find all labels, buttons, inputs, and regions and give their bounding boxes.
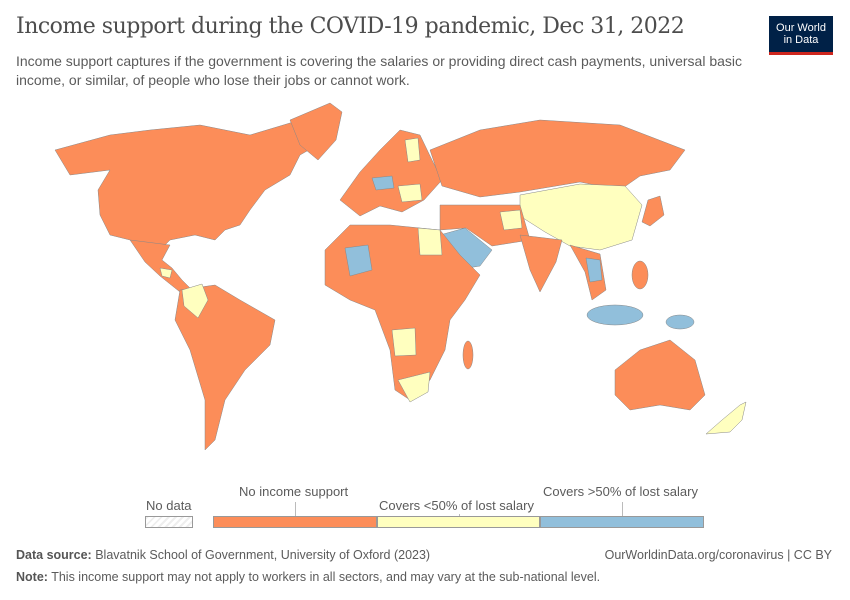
note-text: This income support may not apply to wor…	[51, 570, 601, 584]
region-indonesia[interactable]	[586, 304, 644, 326]
legend-no-data-label: No data	[146, 498, 192, 513]
region-china[interactable]	[519, 183, 643, 251]
region-afghanistan[interactable]	[499, 209, 523, 231]
footnote: Note: This income support may not apply …	[16, 570, 600, 584]
region-central-america[interactable]	[129, 239, 193, 293]
logo-line2: in Data	[783, 34, 819, 46]
region-central-europe[interactable]	[371, 175, 395, 191]
region-russia-asia[interactable]	[429, 119, 686, 198]
source-url-link[interactable]: OurWorldinData.org/coronavirus | CC BY	[604, 548, 832, 562]
region-australia[interactable]	[614, 339, 706, 411]
region-mali[interactable]	[344, 244, 373, 277]
region-south-america[interactable]	[174, 284, 276, 451]
region-egypt[interactable]	[417, 227, 443, 256]
legend-no-data-swatch[interactable]	[145, 516, 193, 528]
legend-swatch-no-support[interactable]	[213, 516, 377, 528]
region-southeast-asia[interactable]	[569, 244, 607, 301]
chart-subtitle: Income support captures if the governmen…	[16, 53, 743, 88]
region-new-zealand[interactable]	[705, 401, 747, 435]
region-europe[interactable]	[339, 129, 443, 217]
region-finland[interactable]	[404, 137, 421, 163]
region-greenland[interactable]	[289, 102, 343, 161]
region-colombia[interactable]	[181, 283, 209, 319]
data-source: Data source: Blavatnik School of Governm…	[16, 548, 430, 562]
legend-tick	[622, 502, 623, 516]
legend-swatch-under-50[interactable]	[377, 516, 540, 528]
legend-tick	[295, 502, 296, 516]
region-balkans[interactable]	[397, 183, 423, 203]
note-label: Note:	[16, 570, 48, 584]
legend-swatch-over-50[interactable]	[540, 516, 704, 528]
legend-label-under-50: Covers <50% of lost salary	[379, 498, 534, 513]
region-central-america-yellow[interactable]	[159, 267, 173, 279]
world-map	[54, 102, 747, 451]
region-papua-new-guinea[interactable]	[665, 314, 695, 330]
logo-line1: Our World	[776, 22, 826, 34]
region-india[interactable]	[519, 234, 563, 293]
source-label: Data source:	[16, 548, 92, 562]
region-thailand[interactable]	[585, 257, 603, 283]
region-japan[interactable]	[641, 195, 665, 227]
legend-label-over-50: Covers >50% of lost salary	[543, 484, 698, 499]
region-angola[interactable]	[391, 327, 417, 357]
legend-label-no-support: No income support	[239, 484, 349, 499]
chart-title: Income support during the COVID-19 pande…	[16, 14, 685, 39]
region-south-africa[interactable]	[397, 371, 431, 403]
legend-tick	[459, 514, 460, 517]
region-north-america[interactable]	[54, 109, 336, 266]
region-philippines[interactable]	[631, 260, 649, 290]
owid-logo[interactable]: Our World in Data	[769, 16, 833, 55]
source-text: Blavatnik School of Government, Universi…	[95, 548, 431, 562]
region-madagascar[interactable]	[462, 340, 474, 370]
